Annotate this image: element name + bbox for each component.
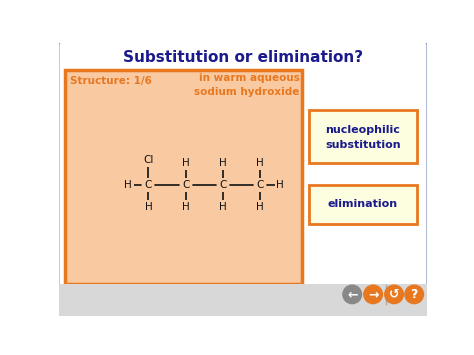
Circle shape xyxy=(385,285,403,304)
Text: C: C xyxy=(219,180,227,190)
FancyBboxPatch shape xyxy=(309,185,417,224)
Text: ?: ? xyxy=(410,288,418,301)
Text: in warm aqueous
sodium hydroxide: in warm aqueous sodium hydroxide xyxy=(194,72,300,97)
Circle shape xyxy=(343,285,362,304)
Text: H: H xyxy=(256,202,264,212)
Text: H: H xyxy=(182,158,190,169)
Text: elimination: elimination xyxy=(328,199,398,209)
Text: Structure: 1/6: Structure: 1/6 xyxy=(70,76,152,86)
Text: H: H xyxy=(256,158,264,169)
Text: →: → xyxy=(368,288,378,301)
Text: ↺: ↺ xyxy=(389,288,399,301)
Text: C: C xyxy=(145,180,152,190)
Text: C: C xyxy=(256,180,264,190)
Bar xyxy=(59,284,427,316)
Text: H: H xyxy=(182,202,190,212)
FancyBboxPatch shape xyxy=(63,47,423,68)
FancyBboxPatch shape xyxy=(58,42,428,287)
FancyBboxPatch shape xyxy=(309,110,417,163)
Text: nucleophilic
substitution: nucleophilic substitution xyxy=(325,125,401,150)
Text: ←: ← xyxy=(347,288,357,301)
Text: H: H xyxy=(145,202,152,212)
Circle shape xyxy=(364,285,383,304)
Text: H: H xyxy=(219,158,227,169)
Text: H: H xyxy=(276,180,284,190)
Text: C: C xyxy=(182,180,189,190)
Text: H: H xyxy=(124,180,132,190)
Circle shape xyxy=(405,285,423,304)
Text: Substitution or elimination?: Substitution or elimination? xyxy=(123,50,363,65)
Text: Cl: Cl xyxy=(143,155,154,165)
Text: H: H xyxy=(219,202,227,212)
FancyBboxPatch shape xyxy=(65,70,302,284)
